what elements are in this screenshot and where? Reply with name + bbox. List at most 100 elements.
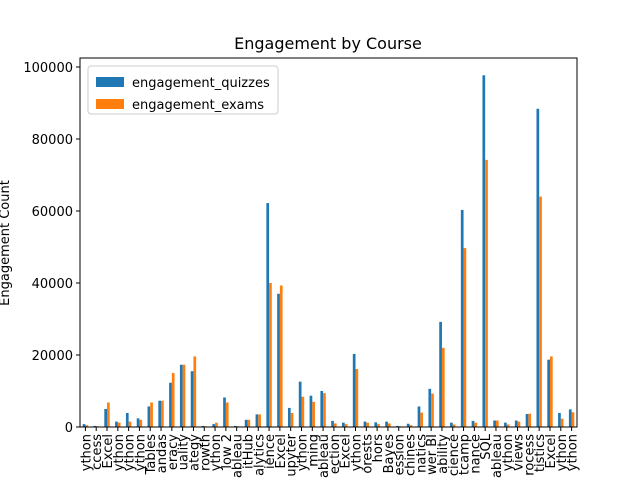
x-tick-label: ableau <box>490 434 505 478</box>
bar <box>463 248 467 427</box>
bar <box>428 388 432 427</box>
x-tick-label: hors <box>371 434 386 463</box>
bar <box>258 414 261 427</box>
y-tick-label: 40000 <box>32 277 73 292</box>
bar <box>182 364 186 427</box>
bar <box>514 420 518 427</box>
bar <box>452 424 456 427</box>
bar <box>471 420 475 427</box>
legend-label: engagement_quizzes <box>132 76 270 91</box>
x-tick-label: natics <box>414 434 429 473</box>
bar <box>244 419 248 427</box>
x-tick-label: Excel <box>339 434 354 468</box>
bar <box>212 424 216 427</box>
bar <box>352 353 356 427</box>
x-tick-label: chines <box>404 434 419 476</box>
x-tick-label: wer BI <box>425 434 440 475</box>
x-tick-label: Tables <box>144 434 159 476</box>
bar <box>450 422 453 427</box>
legend-box <box>87 65 279 115</box>
bar <box>536 108 540 427</box>
bar <box>117 422 121 427</box>
bar <box>406 423 410 427</box>
bar <box>269 283 272 427</box>
bar <box>247 419 251 427</box>
x-tick-label: tcamp <box>458 434 473 475</box>
bar <box>333 423 337 427</box>
bar <box>549 356 553 427</box>
bar <box>82 424 86 427</box>
x-tick-label: ython <box>112 434 127 471</box>
y-tick-label: 80000 <box>32 133 73 148</box>
x-tick-label: uality <box>177 434 192 471</box>
bar <box>115 421 118 427</box>
x-tick-label: Excel <box>544 434 559 468</box>
bar <box>525 414 529 427</box>
bar <box>571 412 575 427</box>
bar <box>474 422 478 427</box>
bar <box>431 393 434 427</box>
bar <box>309 395 313 427</box>
bar <box>528 413 532 427</box>
plot-frame <box>79 57 578 428</box>
bar <box>355 369 359 427</box>
bar <box>190 371 194 427</box>
bar <box>460 209 464 427</box>
x-tick-label: views <box>512 434 527 471</box>
bar <box>301 396 305 427</box>
bar <box>517 421 521 427</box>
bar <box>312 401 315 427</box>
bar <box>568 409 572 427</box>
x-tick-label: ection <box>328 434 343 474</box>
bar <box>158 400 162 427</box>
x-tick-label: ccess <box>90 434 105 470</box>
bar <box>255 414 259 427</box>
bar <box>161 400 164 427</box>
x-tick-label: rocess <box>522 434 537 476</box>
bar <box>150 402 153 427</box>
bar <box>147 406 151 427</box>
x-tick-label: ython <box>209 434 224 471</box>
y-tick-label: 0 <box>65 421 73 436</box>
bar <box>233 425 237 427</box>
x-tick-label: orests <box>360 434 375 474</box>
x-tick-label: ython <box>501 434 516 471</box>
x-tick-label: ableau <box>231 434 246 478</box>
bar <box>125 412 129 427</box>
bar <box>439 321 442 427</box>
x-tick-label: andas <box>155 434 170 473</box>
bar <box>506 424 510 427</box>
bar <box>169 382 172 427</box>
bar <box>128 421 132 427</box>
bar <box>409 425 413 427</box>
x-tick-label: tistics <box>533 434 548 472</box>
x-tick-label: eracy <box>166 434 181 470</box>
x-tick-label: ython <box>566 434 581 471</box>
bar <box>171 373 175 427</box>
x-tick-label: cience <box>447 434 462 476</box>
x-tick-label: ython <box>295 434 310 471</box>
bar <box>560 418 564 427</box>
y-axis-label: Engagement Count <box>0 180 13 306</box>
bar <box>136 418 140 427</box>
bar <box>342 422 345 427</box>
bar <box>344 424 348 427</box>
bar <box>385 421 388 427</box>
bar <box>363 421 367 427</box>
x-tick-label: rowth <box>198 434 213 471</box>
bar <box>396 425 399 427</box>
bar <box>85 425 89 427</box>
bar <box>441 347 445 427</box>
bar <box>225 402 229 427</box>
bar <box>179 364 183 427</box>
x-tick-label: ession <box>393 434 408 475</box>
x-tick-label: Bayes <box>382 434 397 474</box>
bar <box>104 409 108 427</box>
x-tick-label: ython <box>133 434 148 471</box>
legend-swatch <box>96 99 124 109</box>
bar <box>215 422 218 427</box>
bar <box>290 412 294 427</box>
bar <box>504 422 507 427</box>
x-tick-label: Excel <box>101 434 116 468</box>
